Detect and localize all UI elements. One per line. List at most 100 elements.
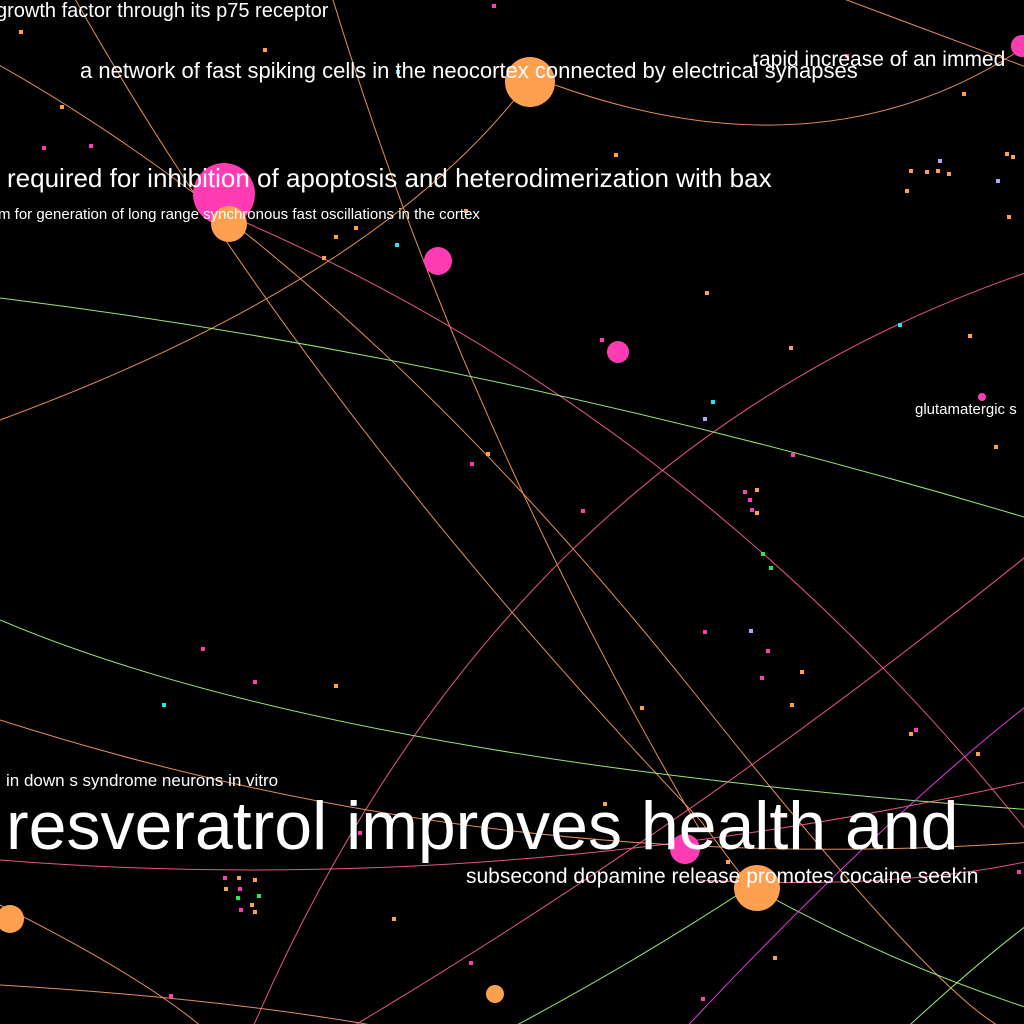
graph-node-pink[interactable]	[750, 508, 754, 512]
graph-node-orange[interactable]	[705, 291, 709, 295]
graph-node-orange[interactable]	[976, 752, 980, 756]
node-label-fast-oscillations[interactable]: m for generation of long range synchrono…	[0, 206, 480, 223]
graph-node-orange[interactable]	[334, 235, 338, 239]
graph-node-pink[interactable]	[607, 341, 629, 363]
graph-node-orange[interactable]	[790, 703, 794, 707]
graph-node-orange[interactable]	[968, 334, 972, 338]
graph-node-orange[interactable]	[250, 903, 254, 907]
graph-node-pink[interactable]	[469, 961, 473, 965]
graph-node-orange[interactable]	[224, 887, 228, 891]
graph-node-orange[interactable]	[486, 985, 504, 1003]
graph-node-orange[interactable]	[464, 209, 468, 213]
graph-node-orange[interactable]	[994, 445, 998, 449]
graph-node-orange[interactable]	[947, 172, 951, 176]
graph-node-orange[interactable]	[962, 92, 966, 96]
graph-node-orange[interactable]	[0, 905, 24, 933]
graph-edge	[332, 0, 701, 831]
graph-node-cyan[interactable]	[711, 400, 715, 404]
graph-node-orange[interactable]	[800, 670, 804, 674]
graph-node-pink[interactable]	[169, 994, 173, 998]
graph-node-orange[interactable]	[486, 452, 490, 456]
graph-node-orange[interactable]	[755, 488, 759, 492]
node-label-glutamatergic[interactable]: glutamatergic s	[915, 401, 1017, 418]
graph-node-pink[interactable]	[470, 462, 474, 466]
node-label-inhibition-of-apoptosis[interactable]: required for inhibition of apoptosis and…	[7, 163, 772, 193]
graph-node-cyan[interactable]	[396, 70, 400, 74]
graph-node-pink[interactable]	[89, 144, 93, 148]
graph-node-cyan[interactable]	[395, 243, 399, 247]
graph-node-green[interactable]	[769, 566, 773, 570]
graph-edge	[845, 0, 1024, 67]
graph-node-pink[interactable]	[238, 887, 242, 891]
graph-node-orange[interactable]	[726, 860, 730, 864]
graph-node-pink[interactable]	[1017, 870, 1021, 874]
graph-node-orange[interactable]	[1011, 155, 1015, 159]
graph-node-orange[interactable]	[789, 346, 793, 350]
graph-node-orange[interactable]	[734, 865, 780, 911]
graph-node-orange[interactable]	[773, 956, 777, 960]
graph-node-cyan[interactable]	[898, 323, 902, 327]
graph-node-orange[interactable]	[603, 802, 607, 806]
graph-node-pink[interactable]	[670, 834, 700, 864]
graph-node-orange[interactable]	[905, 189, 909, 193]
graph-node-orange[interactable]	[909, 732, 913, 736]
graph-node-pink[interactable]	[748, 498, 752, 502]
graph-node-green[interactable]	[761, 552, 765, 556]
node-label-resveratrol[interactable]: resveratrol improves health and	[6, 788, 958, 864]
graph-node-orange[interactable]	[640, 706, 644, 710]
graph-node-orange[interactable]	[505, 57, 555, 107]
graph-node-pink[interactable]	[703, 630, 707, 634]
graph-node-pink[interactable]	[358, 831, 362, 835]
graph-node-pink[interactable]	[201, 647, 205, 651]
graph-node-orange[interactable]	[1005, 152, 1009, 156]
graph-node-pink[interactable]	[766, 649, 770, 653]
graph-node-pink[interactable]	[42, 146, 46, 150]
graph-node-orange[interactable]	[392, 917, 396, 921]
graph-node-orange[interactable]	[253, 878, 257, 882]
node-label-fast-spiking-network[interactable]: a network of fast spiking cells in the n…	[80, 58, 858, 83]
graph-node-pink[interactable]	[791, 453, 795, 457]
node-label-p75-receptor[interactable]: growth factor through its p75 receptor	[0, 0, 329, 22]
graph-edge	[910, 926, 1024, 1024]
node-label-dopamine-cocaine[interactable]: subsecond dopamine release promotes coca…	[466, 865, 978, 888]
graph-node-green[interactable]	[257, 894, 261, 898]
graph-node-orange[interactable]	[263, 48, 267, 52]
graph-node-orange[interactable]	[19, 30, 23, 34]
graph-node-pink[interactable]	[223, 876, 227, 880]
graph-node-lavender[interactable]	[996, 179, 1000, 183]
graph-node-cyan[interactable]	[162, 703, 166, 707]
graph-node-pink[interactable]	[1011, 35, 1024, 57]
graph-node-lavender[interactable]	[749, 629, 753, 633]
graph-node-pink[interactable]	[239, 908, 243, 912]
graph-node-pink[interactable]	[914, 728, 918, 732]
graph-node-orange[interactable]	[60, 105, 64, 109]
graph-node-orange[interactable]	[253, 910, 257, 914]
graph-node-pink[interactable]	[978, 393, 986, 401]
graph-node-lavender[interactable]	[703, 417, 707, 421]
graph-node-pink[interactable]	[424, 247, 452, 275]
graph-node-pink[interactable]	[600, 338, 604, 342]
graph-node-pink[interactable]	[743, 490, 747, 494]
graph-node-lavender[interactable]	[938, 159, 942, 163]
graph-node-orange[interactable]	[1007, 215, 1011, 219]
graph-edge	[517, 879, 761, 1024]
graph-node-orange[interactable]	[614, 153, 618, 157]
graph-node-orange[interactable]	[354, 226, 358, 230]
graph-node-green[interactable]	[236, 896, 240, 900]
graph-node-pink[interactable]	[581, 509, 585, 513]
graph-node-orange[interactable]	[334, 684, 338, 688]
graph-node-orange[interactable]	[211, 206, 247, 242]
graph-node-orange[interactable]	[322, 256, 326, 260]
graph-node-orange[interactable]	[237, 876, 241, 880]
graph-node-orange[interactable]	[925, 170, 929, 174]
graph-node-pink[interactable]	[492, 4, 496, 8]
node-label-down-syndrome[interactable]: in down s syndrome neurons in vitro	[6, 771, 278, 790]
graph-node-orange[interactable]	[755, 511, 759, 515]
graph-node-orange[interactable]	[936, 169, 940, 173]
graph-node-pink[interactable]	[760, 676, 764, 680]
graph-node-pink[interactable]	[253, 680, 257, 684]
graph-node-orange[interactable]	[909, 169, 913, 173]
node-label-rapid-increase[interactable]: rapid increase of an immed	[752, 48, 1005, 71]
graph-node-pink[interactable]	[701, 997, 705, 1001]
graph-node-pink[interactable]	[845, 54, 849, 58]
